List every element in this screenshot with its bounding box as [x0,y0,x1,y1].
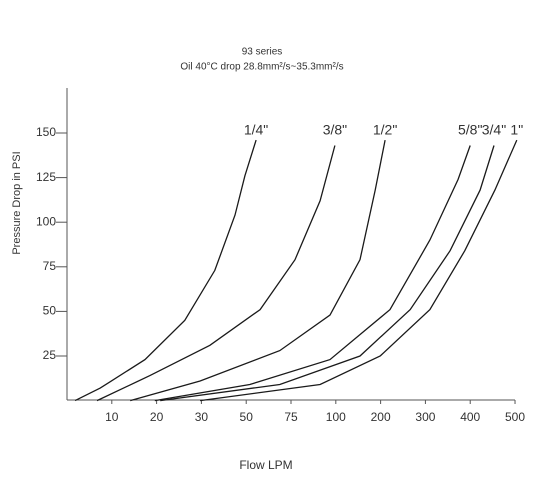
y-tick-label: 50 [43,304,57,318]
x-tick-label: 300 [415,410,435,424]
x-tick-label: 100 [326,410,346,424]
y-axis-label: Pressure Drop in PSI [11,151,23,254]
series-line [74,139,257,402]
x-tick-label: 30 [195,410,209,424]
x-tick-label: 500 [505,410,525,424]
series-line [130,139,386,402]
x-tick-label: 400 [460,410,480,424]
series-label: 5/8" [458,122,482,138]
x-tick-label: 10 [105,410,119,424]
series-label: 1" [510,122,523,138]
y-tick-label: 25 [43,348,57,362]
series-line [96,145,336,402]
series-label: 1/4" [244,122,268,138]
series-label: 1/2" [373,122,397,138]
y-tick-label: 100 [36,214,56,228]
x-axis-label: Flow LPM [239,458,292,472]
x-tick-label: 50 [240,410,254,424]
series-line [160,145,495,402]
series-line [200,139,518,402]
x-tick-label: 75 [284,410,298,424]
y-tick-label: 150 [36,125,56,139]
series-label: 3/8" [323,122,347,138]
x-tick-label: 20 [150,410,164,424]
y-tick-label: 125 [36,170,56,184]
series-label: 3/4" [482,122,506,138]
series-line [154,145,471,402]
chart-subtitle: Oil 40°C drop 28.8mm²/s~35.3mm²/s [180,62,343,73]
y-tick-label: 75 [43,259,57,273]
x-tick-label: 200 [371,410,391,424]
chart-title: 93 series [242,47,283,58]
